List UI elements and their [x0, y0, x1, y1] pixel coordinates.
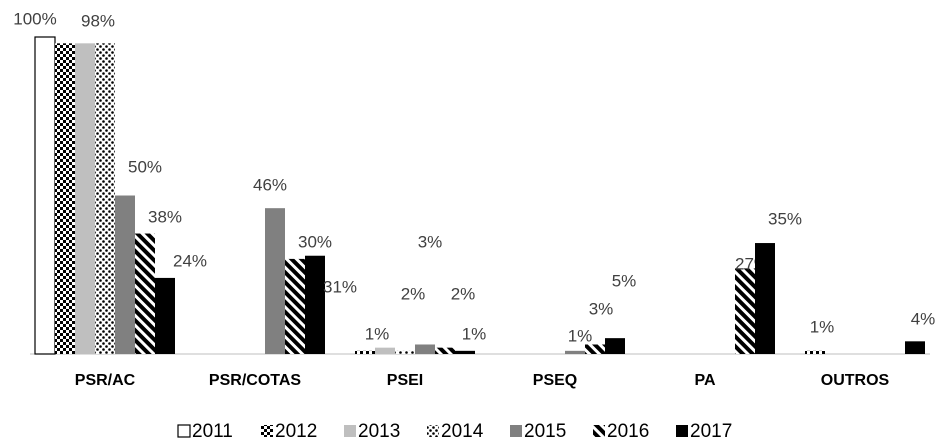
legend-label: 2014	[441, 421, 484, 441]
value-label: 1%	[810, 317, 835, 336]
legend-swatch	[261, 425, 273, 437]
legend-swatch	[510, 425, 522, 437]
bar	[585, 344, 605, 354]
bar	[565, 350, 585, 354]
bar	[395, 350, 415, 354]
value-label: 1%	[568, 326, 593, 345]
value-label: 2%	[451, 284, 476, 303]
legend-swatch	[676, 425, 688, 437]
value-label: 2%	[401, 284, 426, 303]
x-tick-label: PSEI	[387, 372, 423, 389]
bar	[95, 43, 115, 355]
value-label: 30%	[298, 232, 332, 251]
bar	[805, 350, 825, 354]
value-label: 3%	[418, 232, 443, 251]
value-label: 3%	[589, 299, 614, 318]
legend-label: 2012	[275, 421, 317, 441]
value-label: 1%	[462, 324, 487, 343]
value-label: 24%	[173, 251, 207, 270]
value-label: 31%	[323, 277, 357, 296]
bar	[285, 258, 305, 354]
legend-swatch	[427, 425, 439, 437]
legend-swatch	[344, 425, 356, 437]
value-label: 5%	[612, 271, 637, 290]
legend-swatch	[177, 424, 191, 438]
bar	[305, 255, 325, 354]
bar	[355, 350, 375, 354]
value-label: 46%	[253, 175, 287, 194]
x-tick-label: OUTROS	[821, 372, 890, 389]
bar	[415, 344, 435, 354]
bar	[155, 277, 175, 354]
legend-label: 2011	[192, 421, 233, 441]
legend-label: 2016	[607, 421, 649, 441]
bar	[605, 338, 625, 354]
bar	[75, 43, 95, 355]
value-label: 4%	[911, 309, 936, 328]
bar	[265, 208, 285, 354]
legend-label: 2015	[524, 421, 566, 441]
value-label: 98%	[81, 11, 115, 30]
bar	[375, 347, 395, 354]
x-tick-label: PA	[694, 372, 715, 389]
bar	[755, 243, 775, 354]
legend-label: 2017	[690, 421, 732, 441]
value-label: 1%	[365, 324, 390, 343]
x-tick-label: PSEQ	[533, 372, 577, 389]
x-tick-label: PSR/COTAS	[209, 372, 301, 389]
legend-label: 2013	[358, 421, 400, 441]
legend-swatch	[593, 425, 605, 437]
value-label: 50%	[128, 157, 162, 176]
value-label: 38%	[148, 207, 182, 226]
bar	[735, 268, 755, 354]
bar	[55, 43, 75, 355]
bar	[115, 195, 135, 354]
bar	[135, 233, 155, 354]
x-tick-label: PSR/AC	[75, 372, 136, 389]
bar	[435, 347, 455, 354]
value-label: 100%	[13, 9, 56, 28]
bar	[905, 341, 925, 354]
bar	[34, 36, 56, 355]
bar	[455, 350, 475, 354]
value-label: 35%	[768, 209, 802, 228]
